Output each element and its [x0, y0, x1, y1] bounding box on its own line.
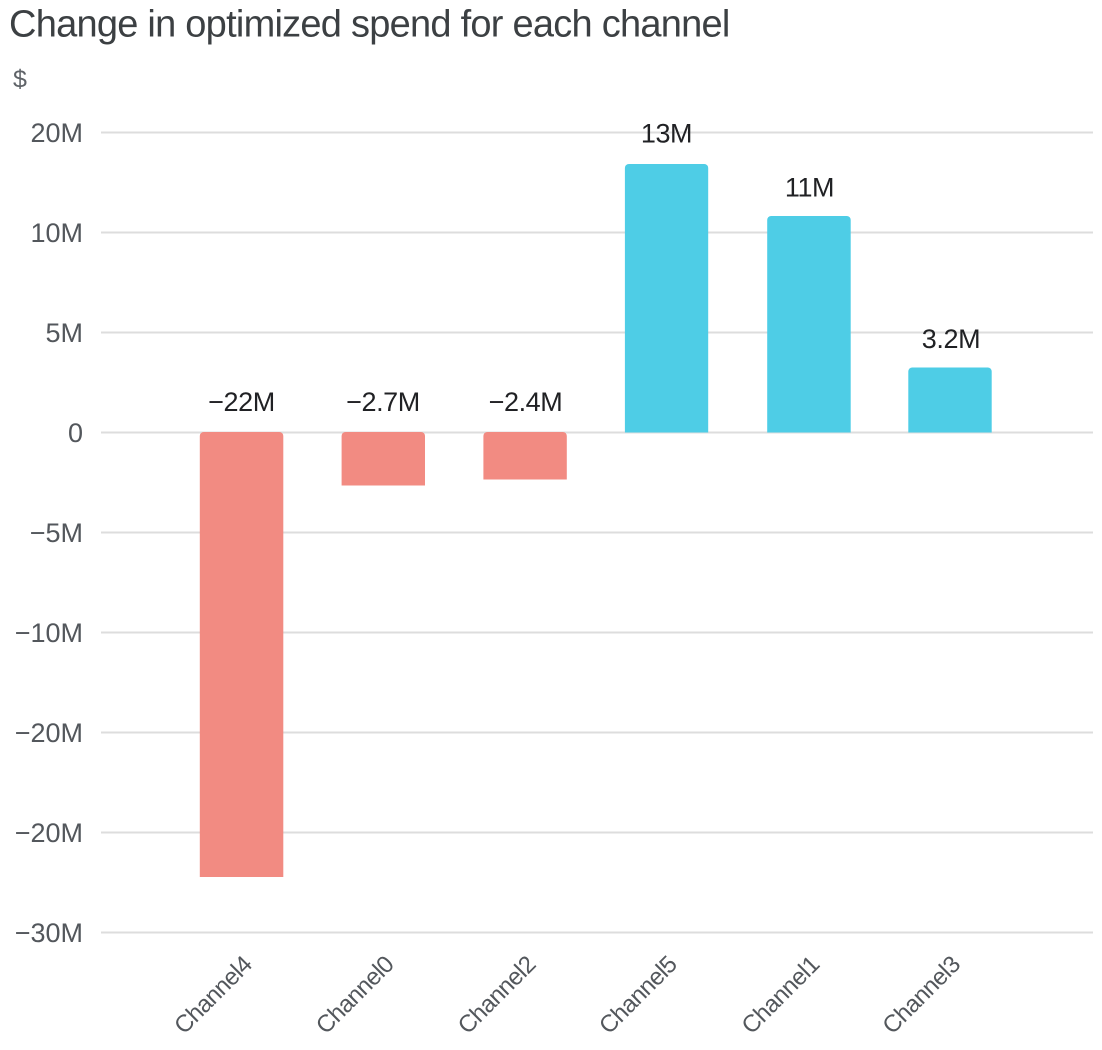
svg-text:0: 0 — [68, 418, 83, 448]
svg-text:10M: 10M — [30, 218, 83, 248]
svg-text:Channel0: Channel0 — [311, 951, 400, 1040]
svg-text:−5M: −5M — [30, 518, 83, 548]
svg-text:5M: 5M — [45, 318, 83, 348]
svg-text:Channel3: Channel3 — [877, 951, 966, 1040]
svg-text:3.2M: 3.2M — [922, 324, 980, 354]
svg-text:−10M: −10M — [15, 618, 83, 648]
svg-text:−2.7M: −2.7M — [346, 387, 420, 417]
svg-text:−2.4M: −2.4M — [489, 387, 563, 417]
svg-text:−22M: −22M — [208, 387, 275, 417]
svg-text:Channel2: Channel2 — [453, 951, 542, 1040]
svg-text:Channel1: Channel1 — [737, 951, 826, 1040]
svg-text:Channel5: Channel5 — [594, 951, 683, 1040]
svg-text:Channel4: Channel4 — [169, 951, 258, 1040]
svg-text:−20M: −20M — [15, 818, 83, 848]
svg-text:11M: 11M — [785, 173, 834, 203]
svg-text:−30M: −30M — [15, 918, 83, 948]
svg-text:13M: 13M — [641, 119, 692, 149]
svg-text:−20M: −20M — [15, 718, 83, 748]
svg-text:Change in optimized spend for: Change in optimized spend for each chann… — [9, 4, 730, 46]
svg-text:20M: 20M — [30, 118, 83, 148]
svg-text:$: $ — [13, 66, 27, 94]
